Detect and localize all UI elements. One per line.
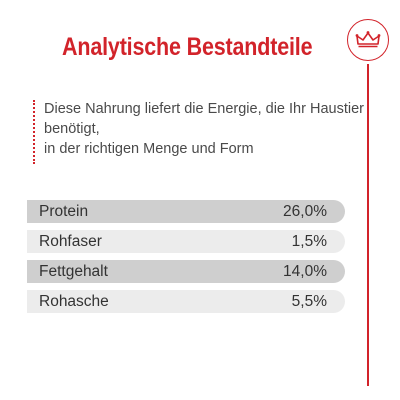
nutrient-row-rohfaser: Rohfaser 1,5% [27, 230, 345, 253]
nutrient-row-rohasche: Rohasche 5,5% [27, 290, 345, 313]
nutrient-value: 1,5% [291, 232, 327, 250]
nutrient-row-protein: Protein 26,0% [27, 200, 345, 223]
intro-line: in der richtigen Menge und Form [44, 141, 254, 157]
crown-icon [355, 31, 381, 48]
page-title: Analytische Bestandteile [62, 33, 313, 61]
brand-divider-line [367, 64, 369, 386]
intro-line: Diese Nahrung liefert die Energie, die I… [44, 101, 364, 117]
nutrient-name: Protein [39, 202, 89, 220]
nutrient-name: Rohfaser [39, 232, 102, 250]
nutrient-value: 5,5% [291, 292, 327, 310]
nutrient-value: 26,0% [283, 202, 327, 220]
nutrient-value: 14,0% [283, 262, 327, 280]
nutrient-name: Rohasche [39, 292, 109, 310]
intro-line: benötigt, [44, 121, 100, 137]
intro-statement: Diese Nahrung liefert die Energie, die I… [33, 99, 364, 164]
intro-text: Diese Nahrung liefert die Energie, die I… [33, 99, 364, 159]
nutrient-table: Protein 26,0% Rohfaser 1,5% Fettgehalt 1… [27, 200, 345, 320]
brand-badge [347, 19, 389, 61]
intro-accent-bar [33, 100, 35, 164]
nutrient-row-fettgehalt: Fettgehalt 14,0% [27, 260, 345, 283]
nutrient-name: Fettgehalt [39, 262, 108, 280]
